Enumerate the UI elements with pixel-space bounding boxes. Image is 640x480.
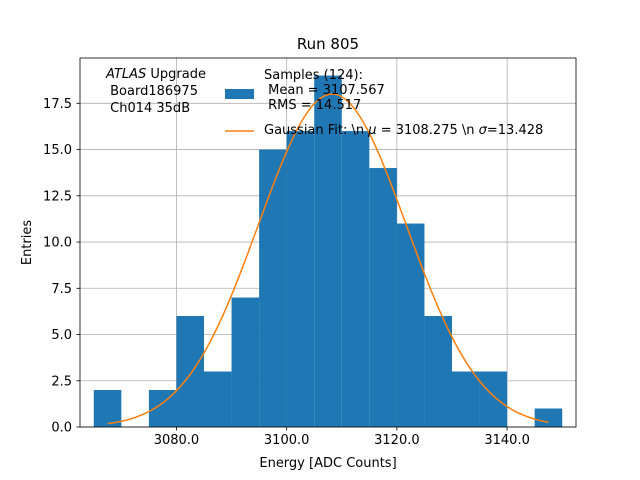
legend-samples-swatch bbox=[225, 89, 254, 99]
y-tick-label-7: 17.5 bbox=[43, 97, 72, 112]
histogram-bar-6 bbox=[259, 149, 287, 427]
histogram-bar-0 bbox=[93, 390, 122, 427]
plot-frame bbox=[79, 57, 577, 428]
fit-sigma-value: =13.428 bbox=[486, 123, 544, 138]
histogram-bar-4 bbox=[204, 371, 232, 427]
legend-fit-label: Gaussian Fit: \n μ = 3108.275 \n σ=13.42… bbox=[264, 123, 543, 138]
histogram-bar-16 bbox=[534, 408, 563, 427]
x-tick-label-1: 3100.0 bbox=[264, 433, 310, 448]
y-tick-label-5: 12.5 bbox=[43, 189, 72, 204]
x-tick-label-3: 3140.0 bbox=[484, 433, 530, 448]
histogram-bar-5 bbox=[231, 297, 260, 427]
atlas-annotation: ATLAS Upgrade Board186975 Ch014 35dB bbox=[106, 66, 206, 117]
y-tick-label-6: 15.0 bbox=[43, 143, 72, 158]
histogram-bar-9 bbox=[341, 131, 370, 427]
histogram-bar-10 bbox=[369, 168, 397, 428]
histogram-bar-13 bbox=[452, 371, 480, 427]
y-axis-label: Entries bbox=[20, 220, 35, 266]
histogram-bar-12 bbox=[424, 316, 452, 427]
histogram-bar-8 bbox=[314, 75, 342, 428]
histogram-bar-14 bbox=[479, 371, 508, 427]
mu-symbol: μ bbox=[368, 123, 377, 138]
x-axis-label: Energy [ADC Counts] bbox=[259, 456, 396, 471]
board-channel-text: Upgrade Board186975 Ch014 35dB bbox=[110, 67, 206, 116]
x-tick-label-0: 3080.0 bbox=[154, 433, 200, 448]
histogram-bar-7 bbox=[286, 131, 315, 427]
histogram-bar-11 bbox=[396, 223, 425, 427]
legend-samples-label: Samples (124): Mean = 3107.567 RMS = 14.… bbox=[264, 68, 385, 113]
sigma-symbol: σ bbox=[478, 123, 487, 138]
y-tick-label-2: 5.0 bbox=[51, 328, 72, 343]
gaussian-fit-curve bbox=[107, 93, 549, 425]
chart-title: Run 805 bbox=[297, 35, 359, 53]
y-tick-label-1: 2.5 bbox=[51, 374, 72, 389]
y-tick-label-3: 7.5 bbox=[51, 282, 72, 297]
fit-mu-value: = 3108.275 \n bbox=[376, 123, 479, 138]
histogram-bar-3 bbox=[176, 316, 204, 427]
fit-prefix: Gaussian Fit: \n bbox=[264, 123, 369, 138]
atlas-label: ATLAS bbox=[106, 67, 147, 82]
y-tick-label-0: 0.0 bbox=[51, 421, 72, 436]
y-tick-label-4: 10.0 bbox=[43, 236, 72, 251]
x-tick-label-2: 3120.0 bbox=[374, 433, 420, 448]
